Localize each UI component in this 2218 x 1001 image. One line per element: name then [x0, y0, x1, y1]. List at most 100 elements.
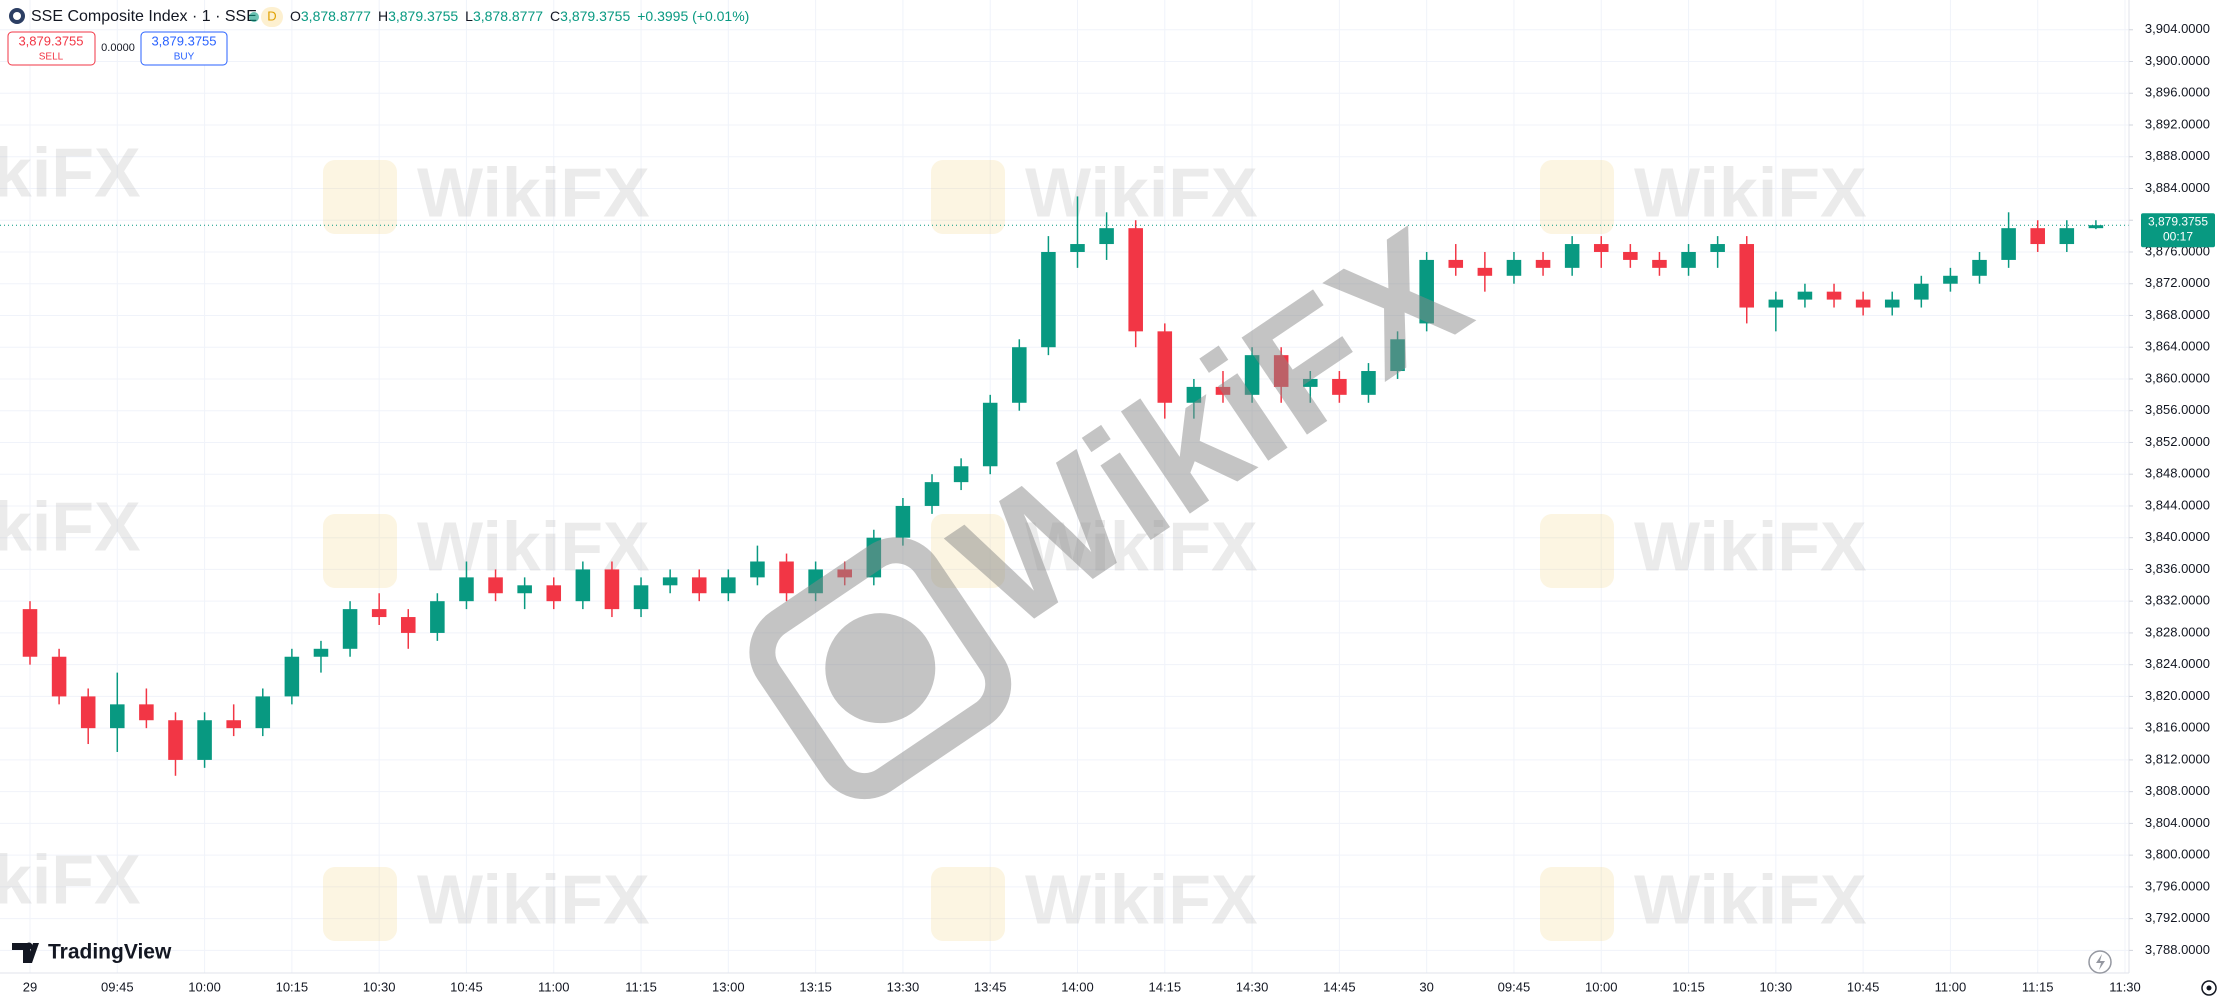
buy-button[interactable]	[140, 31, 228, 66]
y-tick-label: 3,888.0000	[2145, 148, 2210, 163]
candle-body	[721, 577, 736, 594]
watermark-text: WikiFX	[417, 153, 650, 231]
y-tick-label: 3,852.0000	[2145, 434, 2210, 449]
alert-icon[interactable]	[2096, 954, 2105, 970]
candle-body	[110, 704, 125, 729]
watermark-text: WikiFX	[1025, 153, 1258, 231]
y-tick-label: 3,836.0000	[2145, 561, 2210, 576]
legend-value: 3,878.8777	[473, 8, 543, 24]
candle-body	[1593, 244, 1609, 252]
y-tick-label: 3,904.0000	[2145, 21, 2210, 36]
logo-text: TradingView	[48, 941, 172, 964]
candle-body	[1244, 355, 1260, 395]
watermark-text: WikiFX	[0, 133, 141, 211]
y-tick-label: 3,868.0000	[2145, 307, 2210, 322]
grid	[0, 0, 2129, 973]
watermark-icon	[749, 537, 1012, 800]
buy-label[interactable]: BUY	[174, 52, 195, 63]
candle-body	[1972, 259, 1987, 276]
candle-body	[197, 720, 212, 760]
watermark-text: WikiFX	[1025, 860, 1258, 938]
watermark-text: WikiFX	[1634, 507, 1867, 585]
x-tick-label: 10:00	[188, 979, 221, 994]
candle-body	[168, 720, 183, 760]
y-tick-label: 3,872.0000	[2145, 275, 2210, 290]
y-tick-label: 3,896.0000	[2145, 85, 2210, 100]
watermark-icon	[323, 514, 397, 588]
y-tick-label: 3,828.0000	[2145, 624, 2210, 639]
watermark-icon	[1540, 160, 1614, 234]
watermark-icon	[1540, 514, 1614, 588]
y-tick-label: 3,816.0000	[2145, 720, 2210, 735]
watermark-icon-mark	[825, 613, 936, 724]
y-tick-label: 3,840.0000	[2145, 529, 2210, 544]
x-tick-label: 10:15	[1672, 979, 1705, 994]
x-tick-label: 13:15	[799, 979, 832, 994]
symbol-icon-inner	[13, 12, 21, 20]
candle-body	[1070, 244, 1085, 252]
watermark-text: WikiFX	[1025, 507, 1258, 585]
y-tick-label: 3,900.0000	[2145, 53, 2210, 68]
badge: D	[267, 8, 276, 23]
candle-body	[51, 656, 67, 697]
y-tick-label: 3,792.0000	[2145, 910, 2210, 925]
x-tick-label: 14:30	[1236, 979, 1269, 994]
watermark-text: WikiFX	[1634, 860, 1867, 938]
price-tag	[2141, 213, 2215, 248]
x-tick-label: 14:00	[1061, 979, 1094, 994]
sell-price[interactable]: 3,879.3755	[18, 33, 83, 48]
x-tick-label: 13:00	[712, 979, 745, 994]
candle-body	[1681, 251, 1696, 268]
candle-body	[2030, 228, 2045, 245]
x-tick-label: 10:45	[1847, 979, 1880, 994]
x-tick-label: 10:00	[1585, 979, 1618, 994]
candle-body	[779, 561, 794, 594]
watermark-icon	[323, 160, 397, 234]
legend-key: C	[550, 8, 560, 24]
status-dot	[249, 12, 259, 22]
y-tick-label: 3,820.0000	[2145, 688, 2210, 703]
candle-body	[1099, 228, 1114, 245]
x-tick-label: 10:30	[1760, 979, 1793, 994]
legend-key: L	[465, 8, 473, 24]
x-tick-label: 13:30	[887, 979, 920, 994]
candle-body	[1710, 244, 1725, 252]
watermark-icon	[323, 867, 397, 941]
candle-body	[1739, 244, 1755, 308]
legend-change: +0.3995 (+0.01%)	[637, 8, 749, 24]
y-tick-label: 3,860.0000	[2145, 370, 2210, 385]
watermarks: WikiFX WikiFX WikiFX WikiFX WikiFX WikiFX Wiki…	[0, 133, 1867, 941]
candle-body	[1273, 355, 1289, 387]
x-tick-label: 14:15	[1149, 979, 1182, 994]
candle-body	[1564, 244, 1580, 268]
candle-body	[750, 561, 765, 578]
x-tick-label: 11:30	[2109, 979, 2141, 994]
candle-body	[924, 482, 940, 506]
candle-body	[371, 609, 387, 618]
candle-body	[1186, 386, 1202, 403]
candle-body	[1303, 378, 1318, 387]
watermark-text: WikiFX	[417, 860, 650, 938]
candle-body	[1506, 259, 1522, 276]
candle-body	[575, 569, 591, 602]
legend-value: 3,879.3755	[388, 8, 458, 24]
settings-button[interactable]	[2201, 980, 2217, 996]
candle-body	[342, 609, 358, 649]
y-tick-label: 3,832.0000	[2145, 593, 2210, 608]
sell-button[interactable]	[7, 31, 96, 66]
candle-body	[2059, 228, 2075, 245]
y-tick-label: 3,808.0000	[2145, 783, 2210, 798]
x-tick-label: 11:15	[625, 979, 657, 994]
sell-label[interactable]: SELL	[39, 52, 64, 63]
watermark-text: WikiFX	[0, 840, 141, 918]
settings-icon[interactable]	[2206, 985, 2212, 991]
candle-body	[139, 704, 154, 721]
buy-price[interactable]: 3,879.3755	[151, 33, 216, 48]
x-tick-label: 11:00	[538, 979, 570, 994]
candle-body	[400, 617, 416, 633]
legend-key: H	[378, 8, 388, 24]
y-tick-label: 3,856.0000	[2145, 402, 2210, 417]
candle-body	[488, 577, 503, 594]
candle-body	[1157, 331, 1173, 403]
